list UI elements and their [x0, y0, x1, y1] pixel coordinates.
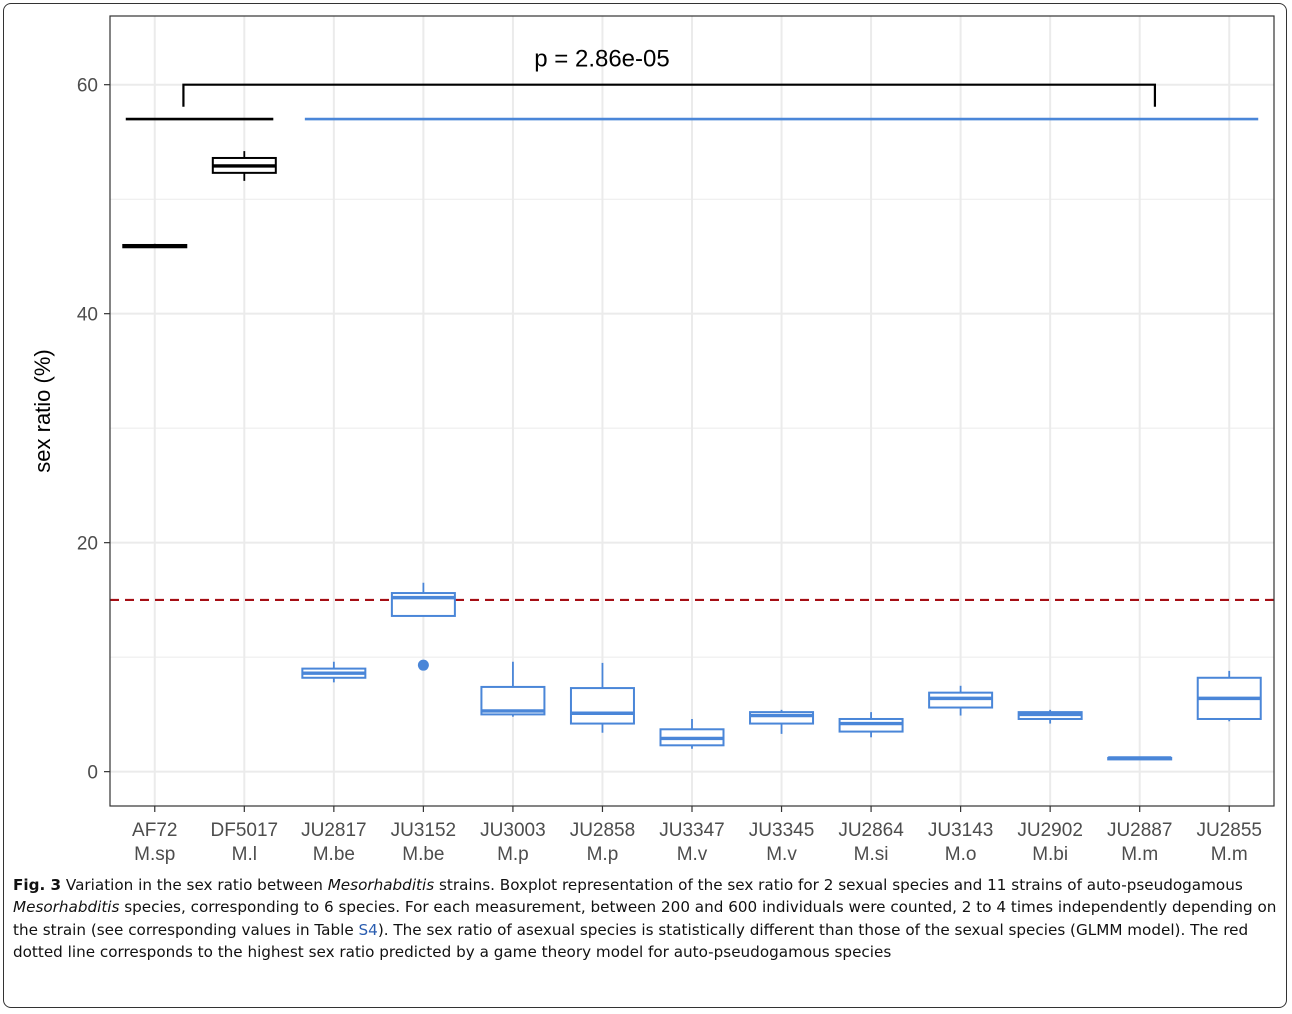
- box-body: [838, 717, 904, 733]
- x-tick-label-strain: JU2817: [301, 820, 367, 841]
- caption-italic-2: Mesorhabditis: [13, 898, 120, 917]
- x-tick-label-species: M.v: [677, 844, 708, 865]
- x-tick-label-species: M.p: [587, 844, 619, 865]
- y-axis: 0 20 40 60: [77, 76, 110, 784]
- box-AF72: [122, 243, 188, 249]
- box-DF5017: [211, 151, 277, 181]
- caption-text-1: Variation in the sex ratio between: [61, 876, 328, 894]
- x-tick-label-strain: JU3347: [659, 820, 725, 841]
- x-tick-label-species: M.l: [232, 844, 257, 865]
- p-value-label: p = 2.86e-05: [534, 46, 669, 73]
- box-JU3345: [749, 709, 815, 734]
- x-tick-label-strain: AF72: [132, 820, 177, 841]
- box-JU2858: [569, 662, 635, 733]
- x-tick-label-species: M.si: [854, 844, 889, 865]
- box-JU3003: [480, 661, 546, 717]
- boxplot-chart: 0 20 40 60 AF72 M.sp DF5017 M.l JU2817 M.be JU315…: [30, 15, 1275, 865]
- x-tick-label-species: M.bi: [1032, 844, 1068, 865]
- caption-italic-1: Mesorhabditis: [327, 876, 435, 894]
- x-tick-label-species: M.be: [313, 844, 355, 865]
- x-tick-label-strain: DF5017: [211, 820, 279, 841]
- box-body: [569, 687, 635, 725]
- caption-text-4: ). The sex ratio of asexual species is s…: [13, 920, 1249, 962]
- grid-lines: [110, 16, 1274, 806]
- comparison-bracket: [182, 83, 1157, 107]
- x-tick-label-species: M.o: [945, 844, 977, 865]
- box-JU3152: [390, 582, 456, 671]
- x-axis: AF72 M.sp DF5017 M.l JU2817 M.be JU3152 M.be JU3…: [132, 806, 1262, 865]
- box-JU2864: [838, 712, 904, 738]
- boxes-group: [122, 151, 1262, 761]
- x-tick-label-strain: JU2902: [1017, 820, 1083, 841]
- box-JU2902: [1017, 709, 1083, 724]
- box-body: [749, 711, 815, 725]
- figure-caption: Fig. 3 Variation in the sex ratio betwee…: [13, 874, 1278, 964]
- table-link[interactable]: S4: [358, 920, 378, 939]
- x-tick-label-species: M.v: [766, 844, 797, 865]
- x-tick-label-species: M.m: [1121, 844, 1158, 865]
- bracket-path: [182, 83, 1157, 107]
- y-tick-label: 40: [77, 305, 98, 326]
- box-JU2887: [1107, 756, 1173, 761]
- x-tick-label-strain: JU2858: [570, 820, 636, 841]
- box-JU2855: [1196, 670, 1262, 722]
- x-tick-label-strain: JU3152: [391, 820, 457, 841]
- y-tick-label: 0: [87, 763, 98, 784]
- y-tick-label: 60: [77, 76, 98, 97]
- box-JU3143: [928, 685, 994, 716]
- y-axis-label: sex ratio (%): [30, 349, 55, 472]
- x-tick-label-strain: JU3345: [749, 820, 815, 841]
- box-JU2817: [301, 661, 367, 683]
- x-tick-label-species: M.p: [497, 844, 529, 865]
- y-tick-label: 20: [77, 534, 98, 555]
- caption-text-3: species, corresponding to 6 species. For…: [13, 898, 1277, 939]
- x-tick-label-strain: JU3003: [480, 820, 546, 841]
- x-tick-label-strain: JU2864: [838, 820, 904, 841]
- caption-label: Fig. 3: [13, 876, 62, 894]
- x-tick-label-strain: JU2855: [1196, 820, 1262, 841]
- figure-frame: [3, 3, 1287, 1008]
- x-tick-label-species: M.m: [1211, 844, 1248, 865]
- caption-text-2: strains. Boxplot representation of the s…: [434, 876, 1243, 894]
- outlier-point: [417, 659, 429, 671]
- x-tick-label-species: M.sp: [134, 844, 175, 865]
- x-tick-label-strain: JU2887: [1107, 820, 1173, 841]
- x-tick-label-species: M.be: [402, 844, 444, 865]
- box-body: [928, 691, 994, 709]
- box-JU3347: [659, 718, 725, 749]
- x-tick-label-strain: JU3143: [928, 820, 994, 841]
